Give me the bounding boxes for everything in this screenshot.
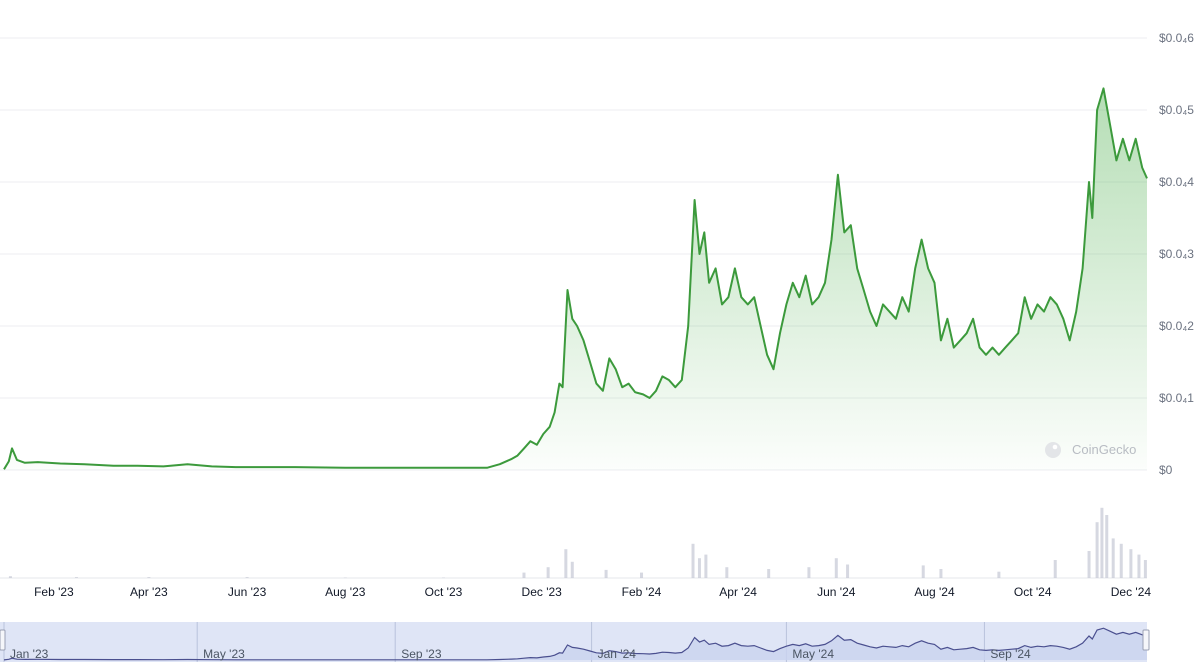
navigator-area	[4, 628, 1147, 660]
volume-bar	[1143, 560, 1147, 578]
x-tick-label: Jun '24	[817, 585, 856, 599]
volume-bar	[846, 564, 850, 578]
navigator-tick-label: May '24	[792, 647, 834, 661]
volume-bar	[147, 577, 151, 578]
watermark: CoinGecko	[1045, 442, 1136, 458]
volume-bar	[441, 577, 445, 579]
y-tick-label: $0.0₄6	[1159, 31, 1194, 45]
volume-bar	[1129, 549, 1133, 578]
y-tick-label: $0	[1159, 463, 1173, 477]
navigator-ticks: Jan '23 May '23 Sep '23 Jan '24 May '24 Sep '…	[10, 647, 1031, 661]
volume-bar	[834, 558, 838, 578]
x-tick-label: Oct '23	[425, 585, 463, 599]
volume-bar	[1105, 515, 1109, 578]
volume-bar	[807, 567, 811, 578]
y-tick-label: $0.0₄5	[1159, 103, 1194, 117]
y-tick-label: $0.0₄2	[1159, 319, 1194, 333]
volume-bar	[1087, 551, 1091, 578]
volume-bar	[997, 571, 1001, 578]
volume-bar	[564, 549, 568, 578]
volume-bar	[1053, 560, 1057, 578]
volume-bar	[1119, 543, 1123, 578]
volume-bar	[604, 569, 608, 578]
x-tick-label: Apr '23	[130, 585, 168, 599]
volume-bar	[725, 567, 729, 578]
coingecko-logo-icon	[1045, 442, 1061, 458]
x-axis: Feb '23 Apr '23 Jun '23 Aug '23 Oct '23 Dec '…	[34, 585, 1151, 599]
price-area	[4, 88, 1147, 471]
volume-bar	[343, 577, 347, 579]
x-tick-label: Apr '24	[719, 585, 757, 599]
x-tick-label: Dec '23	[522, 585, 563, 599]
navigator-line	[3, 627, 1148, 661]
volume-bar	[8, 576, 12, 578]
watermark-label: CoinGecko	[1072, 442, 1136, 457]
volume-bar	[1137, 554, 1141, 578]
navigator-tick-label: Jan '23	[10, 647, 49, 661]
volume-bar	[74, 577, 78, 578]
volume-bar	[697, 558, 701, 578]
x-tick-label: Dec '24	[1111, 585, 1152, 599]
y-tick-label: $0.0₄1	[1159, 391, 1194, 405]
volume-bar	[704, 554, 708, 578]
x-tick-label: Aug '24	[914, 585, 955, 599]
x-tick-label: Aug '23	[325, 585, 366, 599]
y-tick-label: $0.0₄3	[1159, 247, 1194, 261]
price-line[interactable]	[3, 87, 1148, 470]
navigator-tick-label: Sep '24	[990, 647, 1031, 661]
volume-bar	[640, 572, 644, 578]
x-tick-label: Feb '23	[34, 585, 74, 599]
volume-bar	[522, 572, 526, 578]
y-tick-label: $0.0₄4	[1159, 175, 1194, 189]
volume-bar	[939, 569, 943, 578]
x-tick-label: Oct '24	[1014, 585, 1052, 599]
volume-bar	[245, 577, 249, 578]
navigator-handle-left[interactable]	[0, 629, 6, 651]
gridlines	[0, 37, 1147, 579]
volume-bar	[1095, 522, 1099, 578]
volume-bar	[1100, 507, 1104, 578]
volume-bar	[767, 569, 771, 578]
volume-bar	[570, 561, 574, 578]
volume-bar	[546, 567, 550, 578]
x-tick-label: Jun '23	[228, 585, 267, 599]
x-tick-label: Feb '24	[622, 585, 662, 599]
volume-bar	[691, 543, 695, 578]
volume-bar	[921, 565, 925, 578]
y-axis: $0 $0.0₄1 $0.0₄2 $0.0₄3 $0.0₄4 $0.0₄5 $0.0₄6	[1159, 31, 1194, 477]
range-navigator[interactable]: Jan '23 May '23 Sep '23 Jan '24 May '24 Sep '…	[0, 622, 1150, 662]
navigator-tick-label: Jan '24	[598, 647, 637, 661]
navigator-handle-right[interactable]	[1142, 629, 1150, 651]
volume-bar	[1111, 538, 1115, 578]
navigator-tick-label: May '23	[203, 647, 245, 661]
navigator-tick-label: Sep '23	[401, 647, 442, 661]
coingecko-logo-eye	[1052, 444, 1058, 450]
volume-bars	[8, 507, 1147, 579]
